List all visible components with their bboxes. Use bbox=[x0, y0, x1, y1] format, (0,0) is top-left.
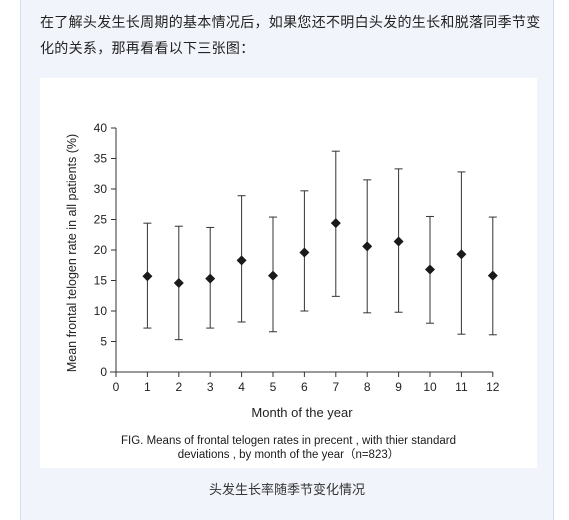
data-marks bbox=[142, 150, 498, 341]
y-tick-label: 5 bbox=[100, 335, 107, 349]
data-point bbox=[142, 271, 153, 282]
data-point bbox=[268, 270, 278, 281]
y-tick-label: 10 bbox=[94, 304, 108, 318]
figure-container: 0 5 10 15 20 25 30 35 40 0 1 2 3 4 5 6 7 8 9 10 11 12 Mean f… bbox=[40, 78, 537, 468]
y-tick-label: 25 bbox=[94, 213, 108, 227]
y-tick-label: 40 bbox=[94, 121, 108, 135]
x-tick-label: 10 bbox=[423, 380, 437, 394]
intro-paragraph: 在了解头发生长周期的基本情况后，如果您还不明白头发的生长和脱落同季节变化的关系，… bbox=[40, 15, 541, 57]
data-point bbox=[487, 270, 498, 281]
figure-caption-line-2: deviations , by month of the year（n=823） bbox=[177, 449, 400, 461]
y-tick-label: 30 bbox=[94, 182, 108, 196]
y-tick-label: 15 bbox=[94, 274, 108, 288]
data-point bbox=[205, 273, 216, 284]
x-tick-label: 0 bbox=[113, 380, 120, 394]
data-point bbox=[456, 249, 467, 260]
y-axis: 0 5 10 15 20 25 30 35 40 bbox=[94, 121, 117, 379]
y-tick-label: 0 bbox=[100, 365, 107, 379]
figure-caption-line-1: FIG. Means of frontal telogen rates in p… bbox=[121, 435, 456, 447]
x-tick-label: 12 bbox=[486, 380, 500, 394]
x-axis: 0 1 2 3 4 5 6 7 8 9 10 11 12 bbox=[110, 371, 500, 394]
x-tick-label: 6 bbox=[301, 380, 308, 394]
data-point bbox=[330, 218, 341, 229]
data-point bbox=[425, 264, 435, 275]
y-tick-label: 35 bbox=[94, 152, 108, 166]
x-tick-label: 3 bbox=[207, 380, 214, 394]
data-point bbox=[236, 255, 247, 266]
figure-caption: FIG. Means of frontal telogen rates in p… bbox=[40, 434, 537, 462]
x-axis-label: Month of the year bbox=[251, 405, 353, 420]
x-tick-label: 2 bbox=[175, 380, 182, 394]
x-tick-label: 4 bbox=[238, 380, 245, 394]
x-tick-label: 7 bbox=[332, 380, 339, 394]
y-tick-label: 20 bbox=[94, 243, 108, 257]
x-tick-label: 5 bbox=[270, 380, 277, 394]
x-tick-label: 11 bbox=[455, 380, 468, 394]
figure-subcaption: 头发生长率随季节变化情况 bbox=[208, 483, 365, 498]
data-point bbox=[173, 277, 184, 288]
data-point bbox=[362, 241, 373, 252]
x-tick-label: 9 bbox=[395, 380, 402, 394]
data-point bbox=[299, 247, 310, 258]
x-tick-label: 1 bbox=[144, 380, 151, 394]
data-point bbox=[393, 236, 404, 247]
x-tick-label: 8 bbox=[364, 380, 371, 394]
y-axis-label: Mean frontal telogen rate in all patient… bbox=[65, 134, 79, 372]
